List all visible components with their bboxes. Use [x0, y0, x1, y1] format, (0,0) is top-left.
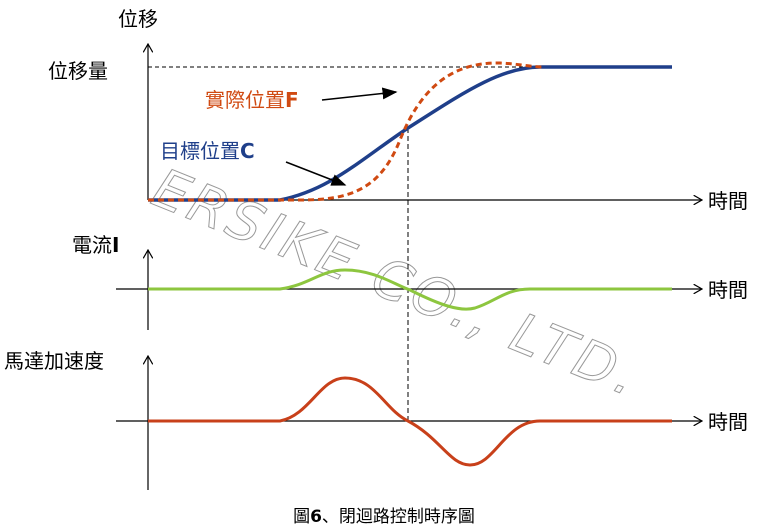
target-pointer	[285, 161, 347, 186]
actual-curve	[148, 61, 546, 202]
position-axis-label: 位移	[118, 7, 158, 31]
acceleration-axis-label: 馬達加速度	[4, 349, 104, 373]
time-label: 時間	[708, 189, 748, 213]
time-label: 時間	[708, 410, 748, 434]
actual-label: 實際位置F	[205, 88, 299, 112]
target-label: 目標位置C	[160, 139, 255, 163]
target-curve	[148, 65, 672, 202]
level-label: 位移量	[48, 59, 108, 83]
time-label: 時間	[708, 278, 748, 302]
acceleration-curve	[148, 376, 672, 467]
caption: 圖6、閉迴路控制時序圖	[293, 507, 475, 527]
actual-pointer	[321, 87, 398, 101]
current-curve	[148, 268, 672, 311]
current-axis-label: 電流I	[72, 233, 119, 257]
